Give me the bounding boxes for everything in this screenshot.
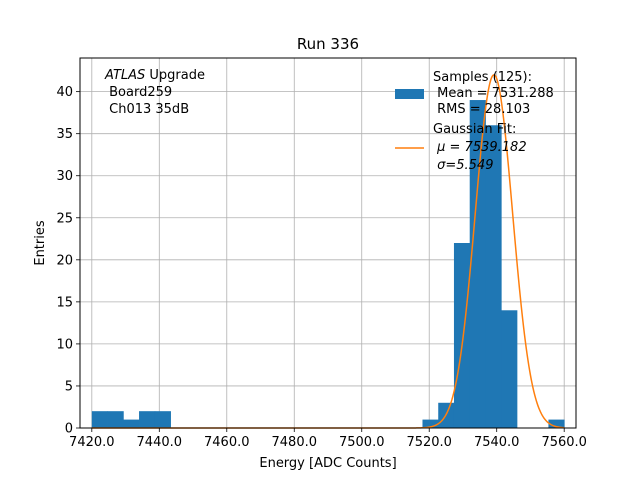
histogram-bar [548,419,565,428]
y-tick-label: 5 [65,379,73,394]
y-tick-label: 40 [56,85,73,100]
y-tick-label: 15 [56,295,73,310]
chart-title: Run 336 [297,35,359,53]
histogram-bar [139,411,156,428]
annotation-line-2: Board259 [105,85,172,100]
legend-samples-line-3: RMS = 28.103 [433,102,530,117]
x-tick-label: 7540.0 [474,435,520,450]
legend-fit-line-1: Gaussian Fit: [433,122,516,137]
info-annotation: ATLAS Upgrade Board259 Ch013 35dB [104,68,205,117]
y-tick-label: 0 [65,422,73,437]
legend-samples-line-1: Samples (125): [433,70,532,85]
histogram-bar [123,419,140,428]
x-tick-label: 7520.0 [406,435,452,450]
legend-samples-swatch [395,89,424,99]
x-tick-label: 7480.0 [272,435,318,450]
annotation-line-1: ATLAS Upgrade [104,68,205,83]
x-tick-label: 7440.0 [137,435,183,450]
legend-fit-line-3: σ=5.549 [433,158,493,173]
legend-fit-line-2: μ = 7539.182 [433,140,527,155]
x-tick-label: 7500.0 [339,435,385,450]
x-tick-label: 7460.0 [204,435,250,450]
histogram-bar [91,411,108,428]
histogram-bar [107,411,124,428]
legend-samples-line-2: Mean = 7531.288 [433,86,554,101]
y-axis-label: Entries [33,220,48,266]
histogram-bar [469,100,486,428]
y-tick-label: 10 [56,337,73,352]
histogram-bar [485,125,502,428]
histogram-bar [501,310,518,428]
annotation-upgrade: Upgrade [145,68,205,83]
histogram-bar [453,243,471,428]
histogram-bar [154,411,171,428]
y-tick-label: 20 [56,253,73,268]
y-tick-label: 35 [56,127,73,142]
x-tick-label: 7560.0 [541,435,587,450]
y-tick-label: 30 [56,169,73,184]
annotation-line-3: Ch013 35dB [105,102,189,117]
x-axis-ticks: 7420.0 7440.0 7460.0 7480.0 7500.0 7520.0 7540… [69,428,587,450]
y-tick-label: 25 [56,211,73,226]
legend: Samples (125): Mean = 7531.288 RMS = 28.… [395,70,554,173]
plot-frame [79,57,577,429]
histogram-bar [422,419,439,428]
x-tick-label: 7420.0 [69,435,115,450]
x-axis-label: Energy [ADC Counts] [259,456,396,471]
y-axis-ticks: 0 5 10 15 20 25 30 35 40 [56,85,80,437]
annotation-atlas: ATLAS [104,68,145,83]
